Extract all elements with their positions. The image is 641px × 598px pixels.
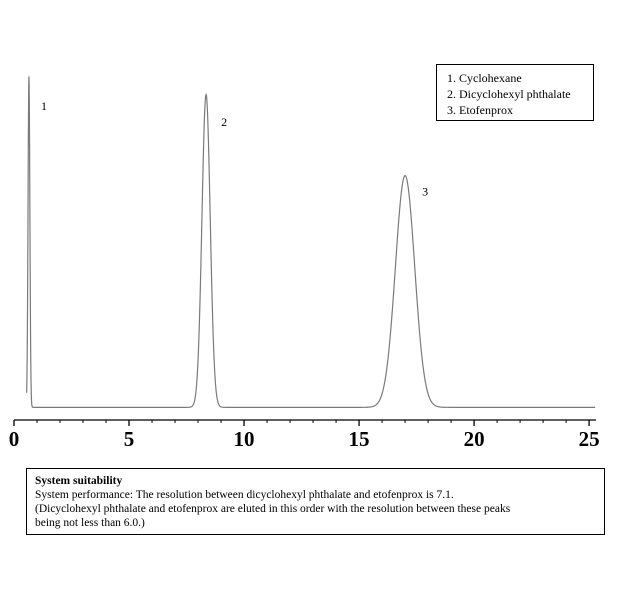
peak-label-3: 3 <box>422 184 428 198</box>
x-axis: 0 5 10 15 20 25 <box>9 419 600 451</box>
system-performance-text: System performance: The resolution betwe… <box>35 489 454 501</box>
x-tick-label: 10 <box>234 427 255 451</box>
peak-label-2: 2 <box>221 115 227 129</box>
chromatogram-trace-group <box>26 76 596 408</box>
elution-note-line-2: being not less than 6.0.) <box>35 517 145 529</box>
peak-labels: 1 2 3 <box>41 99 428 198</box>
x-tick-label: 0 <box>9 427 20 451</box>
system-suitability-box: System suitability System performance: T… <box>26 468 605 535</box>
legend-item-3: 3. Etofenprox <box>447 103 513 117</box>
x-tick-label: 15 <box>349 427 370 451</box>
x-tick-label: 25 <box>579 427 600 451</box>
chromatogram-chart: 0 5 10 15 20 25 1 2 3 <box>9 76 600 451</box>
chromatogram-trace <box>26 76 596 408</box>
system-suitability-title: System suitability <box>35 475 123 487</box>
peak-label-1: 1 <box>41 99 47 113</box>
x-tick-label: 20 <box>464 427 485 451</box>
x-tick-label: 5 <box>124 427 135 451</box>
elution-note-line-1: (Dicyclohexyl phthalate and etofenprox a… <box>35 503 511 515</box>
legend-item-1: 1. Cyclohexane <box>447 71 522 85</box>
legend: 1. Cyclohexane 2. Dicyclohexyl phthalate… <box>436 64 594 121</box>
legend-item-2: 2. Dicyclohexyl phthalate <box>447 87 571 101</box>
